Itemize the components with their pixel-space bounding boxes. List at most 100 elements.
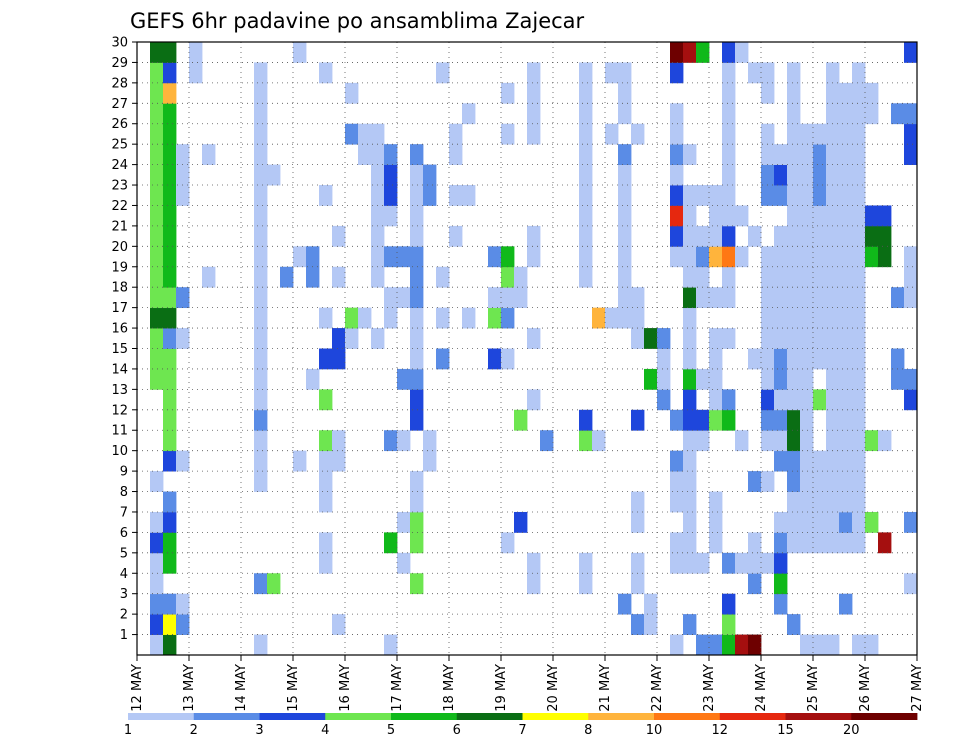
y-tick-label: 7 <box>120 505 128 520</box>
heatmap-cell <box>826 430 840 452</box>
heatmap-cell <box>631 409 645 431</box>
heatmap-cell <box>163 389 177 411</box>
heatmap-cell <box>787 246 801 268</box>
heatmap-cell <box>813 225 827 247</box>
heatmap-cell <box>748 348 762 370</box>
heatmap-cell <box>774 573 788 595</box>
heatmap-cell <box>332 614 346 635</box>
heatmap-cell <box>826 511 840 533</box>
heatmap-cell <box>631 328 645 349</box>
heatmap-cell <box>150 103 164 125</box>
heatmap-cell <box>683 246 697 268</box>
heatmap-cell <box>254 103 268 125</box>
heatmap-cell <box>410 266 424 288</box>
heatmap-cell <box>904 144 918 165</box>
heatmap-cell <box>150 185 164 206</box>
heatmap-cells <box>150 42 918 656</box>
heatmap-cell <box>332 225 346 247</box>
heatmap-cell <box>722 144 736 165</box>
heatmap-cell <box>683 348 697 370</box>
heatmap-cell <box>670 471 684 492</box>
heatmap-cell <box>748 573 762 595</box>
y-tick-label: 28 <box>111 76 128 91</box>
x-tick-label: 12 MAY <box>130 664 145 712</box>
heatmap-cell <box>254 287 268 309</box>
x-axis: 12 MAY 13 MAY 14 MAY 15 MAY 16 MAY 17 MAY 18 M… <box>130 655 925 712</box>
heatmap-cell <box>670 246 684 268</box>
heatmap-cell <box>787 368 801 390</box>
heatmap-cell <box>150 164 164 186</box>
heatmap-cell <box>410 491 424 513</box>
heatmap-cell <box>839 430 853 452</box>
heatmap-cell <box>150 266 164 288</box>
heatmap-cell <box>150 246 164 268</box>
x-tick-label: 15 MAY <box>286 664 301 712</box>
heatmap-cell <box>826 266 840 288</box>
heatmap-cell <box>722 266 736 288</box>
heatmap-cell <box>761 552 775 574</box>
heatmap-cell <box>774 450 788 472</box>
heatmap-cell <box>397 246 411 268</box>
heatmap-cell <box>761 368 775 390</box>
heatmap-cell <box>722 225 736 247</box>
heatmap-cell <box>813 287 827 309</box>
heatmap-cell <box>150 62 164 84</box>
heatmap-cell <box>501 348 515 370</box>
heatmap-cell <box>397 287 411 309</box>
heatmap-cell <box>631 511 645 533</box>
heatmap-cell <box>696 225 710 247</box>
heatmap-cell <box>904 573 918 595</box>
heatmap-cell <box>787 430 801 452</box>
heatmap-cell <box>904 511 918 533</box>
heatmap-cell <box>683 471 697 492</box>
heatmap-cell <box>852 368 866 390</box>
y-tick-label: 26 <box>111 117 128 132</box>
heatmap-cell <box>852 491 866 513</box>
heatmap-cell <box>787 144 801 165</box>
heatmap-cell <box>618 62 632 84</box>
heatmap-cell <box>670 123 684 145</box>
heatmap-cell <box>891 348 905 370</box>
heatmap-cell <box>852 471 866 492</box>
heatmap-cell <box>722 103 736 125</box>
heatmap-cell <box>449 123 463 145</box>
y-tick-label: 10 <box>111 444 128 459</box>
heatmap-cell <box>826 205 840 227</box>
x-tick-label: 16 MAY <box>338 664 353 712</box>
heatmap-cell <box>345 307 359 329</box>
heatmap-cell <box>839 103 853 125</box>
heatmap-cell <box>787 491 801 513</box>
heatmap-cell <box>722 328 736 349</box>
heatmap-cell <box>397 511 411 533</box>
heatmap-cell <box>904 368 918 390</box>
y-tick-label: 13 <box>111 383 128 398</box>
heatmap-cell <box>670 225 684 247</box>
y-tick-label: 5 <box>120 546 128 561</box>
heatmap-cell <box>579 123 593 145</box>
heatmap-cell <box>527 82 541 104</box>
heatmap-cell <box>254 328 268 349</box>
heatmap-cell <box>800 307 814 329</box>
heatmap-cell <box>722 185 736 206</box>
colorbar-label: 15 <box>777 723 794 738</box>
heatmap-cell <box>527 389 541 411</box>
colorbar-label: 1 <box>124 723 132 738</box>
heatmap-cell <box>774 246 788 268</box>
heatmap-cell <box>709 287 723 309</box>
heatmap-cell <box>761 246 775 268</box>
heatmap-cell <box>670 532 684 554</box>
heatmap-cell <box>800 246 814 268</box>
heatmap-cell <box>163 409 177 431</box>
heatmap-cell <box>800 368 814 390</box>
heatmap-cell <box>670 164 684 186</box>
y-tick-label: 18 <box>111 281 128 296</box>
heatmap-cell <box>163 225 177 247</box>
heatmap-cell <box>423 430 437 452</box>
heatmap-cell <box>683 511 697 533</box>
y-tick-label: 8 <box>120 485 128 500</box>
heatmap-cell <box>410 246 424 268</box>
heatmap-cell <box>579 205 593 227</box>
heatmap-cell <box>319 62 333 84</box>
heatmap-cell <box>761 471 775 492</box>
heatmap-cell <box>254 164 268 186</box>
